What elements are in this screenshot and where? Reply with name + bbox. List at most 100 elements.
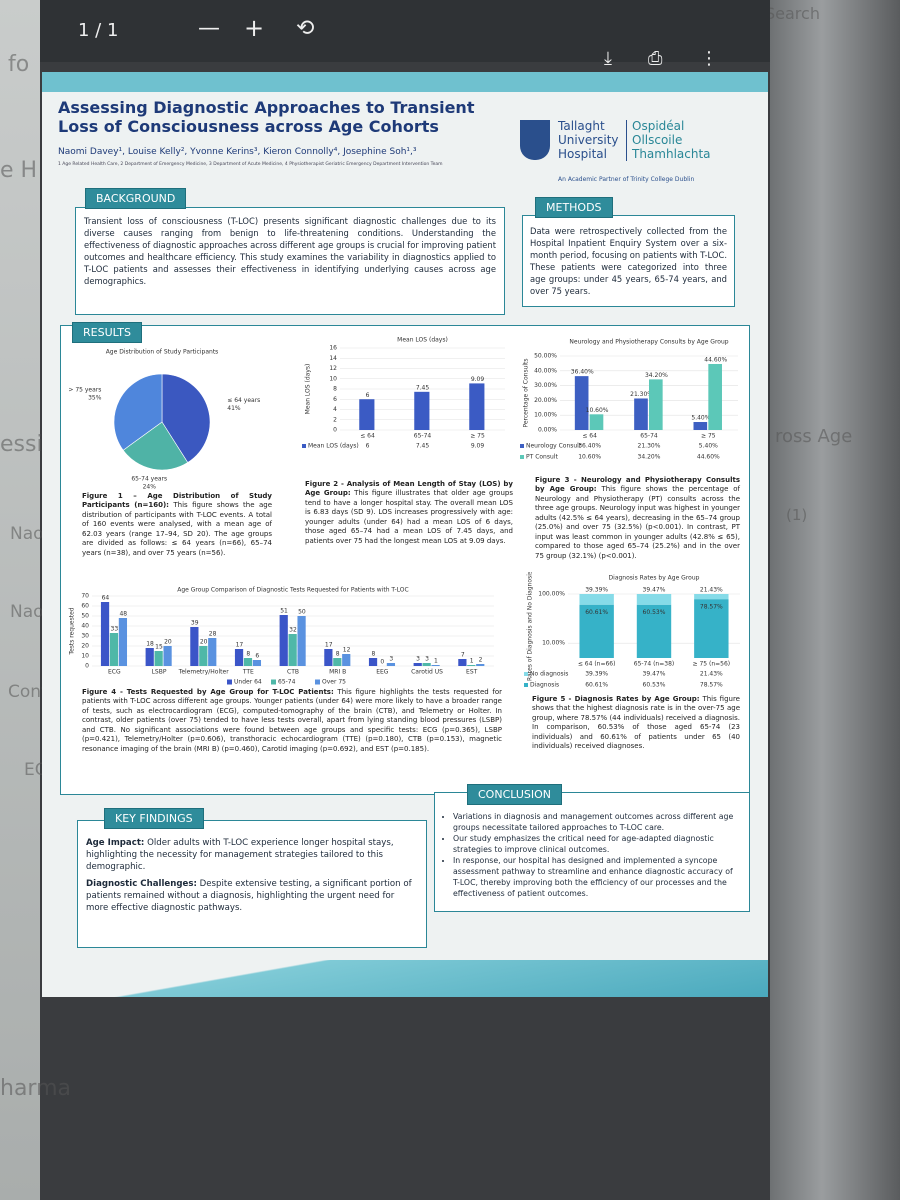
data-label: 3	[425, 656, 429, 663]
bar	[386, 663, 396, 666]
data-label: 8	[371, 651, 375, 658]
table-value: 60.53%	[643, 682, 666, 689]
pie-slice	[113, 373, 163, 451]
conclusion-box: Variations in diagnosis and management o…	[434, 792, 750, 912]
caption-label: Figure 1 – Age Distribution of Study Par…	[82, 492, 272, 510]
x-tick-label: 65-74 (n=38)	[634, 661, 675, 668]
backdrop-text: (1)	[786, 506, 808, 524]
data-label: 5.40%	[691, 415, 710, 422]
print[interactable]: ⎙	[648, 48, 663, 69]
bar	[234, 649, 244, 666]
figure-5-caption: Figure 5 - Diagnosis Rates by Age Group:…	[532, 695, 740, 752]
data-label: 1	[434, 658, 438, 665]
y-tick-label: 10	[329, 375, 337, 382]
slice-label: 65-74 years	[131, 475, 167, 482]
data-label: 17	[325, 642, 333, 649]
table-value: 39.39%	[585, 671, 608, 678]
legend-label: Neurology Consult	[526, 443, 582, 450]
bar	[109, 633, 119, 666]
backdrop-text: Naor	[10, 524, 51, 544]
backdrop-right	[770, 0, 900, 1200]
affiliations: 1 Age Related Health Care, 2 Department …	[58, 162, 443, 167]
finding-label: Diagnostic Challenges:	[86, 878, 197, 889]
figure-2-caption: Figure 2 - Analysis of Mean Length of St…	[305, 480, 513, 546]
bar	[288, 634, 297, 666]
data-label: 48	[119, 611, 127, 618]
bottom-band	[42, 960, 768, 997]
download[interactable]: ⤓	[604, 48, 612, 69]
finding: Diagnostic Challenges: Despite extensive…	[86, 878, 418, 915]
x-tick-label: ECG	[108, 669, 121, 676]
table-value: 34.20%	[638, 454, 661, 461]
bar	[190, 627, 199, 666]
x-tick-label: Telemetry/Holter	[178, 669, 230, 676]
table-value: 36.40%	[578, 443, 601, 450]
y-tick-label: 60	[81, 603, 89, 610]
chart-title: Mean LOS (days)	[397, 337, 448, 344]
table-value: 6	[366, 443, 370, 450]
bar-segment	[579, 594, 614, 605]
data-label: 1	[470, 658, 474, 665]
data-label: 39.47%	[643, 587, 666, 594]
chart-title: Age Group Comparison of Diagnostic Tests…	[177, 587, 408, 594]
background-box: Transient loss of consciousness (T-LOC) …	[75, 207, 505, 315]
bar	[163, 646, 172, 666]
y-axis-label: Tests requested	[69, 607, 76, 655]
backdrop-text: e H	[0, 158, 38, 183]
caption-label: Figure 3 - Neurology and Physiotherapy C…	[535, 476, 740, 494]
legend-swatch	[524, 683, 528, 687]
background-heading: BACKGROUND	[85, 188, 187, 209]
bar	[649, 379, 663, 430]
table-value: 39.47%	[643, 671, 666, 678]
conclusion-item: In response, our hospital has designed a…	[453, 855, 741, 899]
logo-english: Tallaght University Hospital	[558, 119, 619, 161]
results-heading: RESULTS	[72, 322, 142, 343]
table-value: 10.60%	[578, 454, 601, 461]
y-tick-label: 70	[81, 593, 89, 600]
background-text: Transient loss of consciousness (T-LOC) …	[84, 216, 496, 286]
search-box[interactable]: Search	[765, 4, 820, 23]
data-label: 51	[280, 608, 288, 615]
x-tick-label: ≥ 75 (n=56)	[693, 661, 731, 668]
y-tick-label: 30.00%	[534, 382, 557, 389]
pie-slice	[122, 421, 189, 471]
bar	[252, 660, 262, 666]
y-tick-label: 50.00%	[534, 353, 557, 360]
data-label: 28	[209, 631, 217, 638]
bar	[476, 664, 485, 666]
x-tick-label: 65-74	[414, 433, 432, 440]
zoom-in[interactable]: +	[244, 14, 265, 42]
top-band	[42, 72, 768, 92]
data-label: 60.61%	[585, 609, 608, 616]
menu[interactable]: ⋮	[700, 48, 718, 69]
bar	[574, 376, 589, 430]
x-tick-label: ≤ 64	[582, 433, 597, 440]
caption-text: This figure shows the percentage of Neur…	[535, 485, 740, 560]
y-tick-label: 6	[333, 396, 337, 403]
figure-1-chart: Age Distribution of Study Participants ≤ …	[68, 349, 260, 491]
table-value: 60.61%	[585, 682, 608, 689]
caption-label: Figure 5 - Diagnosis Rates by Age Group:	[532, 695, 700, 703]
methods-box: Data were retrospectively collected from…	[522, 215, 735, 307]
x-tick-label: ≤ 64 (n=66)	[578, 661, 616, 668]
data-label: 8	[336, 651, 340, 658]
bar	[469, 383, 485, 430]
pdf-toolbar: 1 / 1 — + ⟲ ⤓ ⎙ ⋮	[40, 0, 770, 69]
data-label: 7	[461, 652, 465, 659]
backdrop-text: Naor	[10, 602, 51, 622]
data-label: 9.09	[471, 376, 485, 383]
rotate[interactable]: ⟲	[296, 16, 315, 41]
zoom-out[interactable]: —	[198, 16, 220, 41]
finding: Age Impact: Older adults with T-LOC expe…	[86, 837, 418, 874]
y-axis-label: Mean LOS (days)	[305, 364, 312, 415]
y-tick-label: 10.00%	[534, 412, 557, 419]
y-tick-label: 20.00%	[534, 397, 557, 404]
page-counter: 1 / 1	[78, 20, 119, 41]
table-value: 5.40%	[699, 443, 718, 450]
y-tick-label: 0.00%	[538, 427, 557, 434]
caption-text: This figure highlights the tests request…	[82, 688, 502, 753]
bar-segment	[636, 604, 672, 658]
bar	[279, 615, 288, 666]
x-tick-label: ≥ 75	[470, 433, 485, 440]
